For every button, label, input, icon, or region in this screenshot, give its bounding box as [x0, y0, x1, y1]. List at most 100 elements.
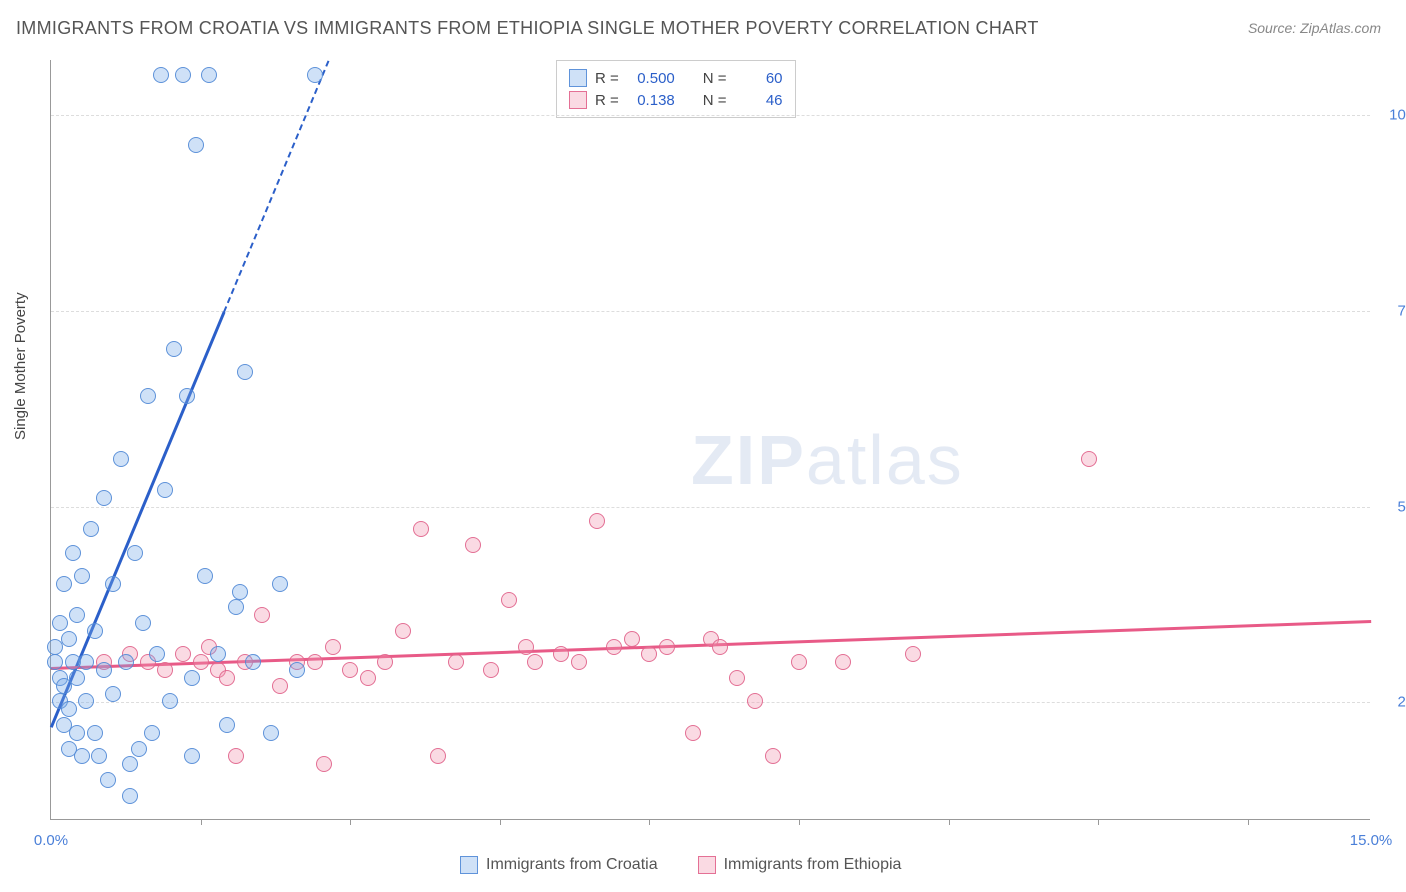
data-point-ethiopia [659, 639, 675, 655]
data-point-ethiopia [360, 670, 376, 686]
xtick [649, 819, 650, 825]
xtick [1248, 819, 1249, 825]
watermark-zip: ZIP [691, 421, 806, 499]
gridline-horizontal [51, 702, 1370, 703]
data-point-ethiopia [193, 654, 209, 670]
data-point-croatia [153, 67, 169, 83]
legend-item-ethiopia: Immigrants from Ethiopia [698, 856, 902, 874]
data-point-croatia [122, 788, 138, 804]
data-point-ethiopia [219, 670, 235, 686]
ytick-label: 25.0% [1380, 694, 1406, 711]
data-point-croatia [237, 364, 253, 380]
data-point-ethiopia [316, 756, 332, 772]
y-axis-label: Single Mother Poverty [12, 292, 29, 440]
data-point-croatia [56, 576, 72, 592]
ytick-label: 50.0% [1380, 498, 1406, 515]
gridline-horizontal [51, 115, 1370, 116]
data-point-ethiopia [272, 678, 288, 694]
data-point-croatia [245, 654, 261, 670]
data-point-croatia [118, 654, 134, 670]
data-point-croatia [201, 67, 217, 83]
legend-label-croatia: Immigrants from Croatia [486, 856, 658, 874]
data-point-croatia [83, 521, 99, 537]
data-point-ethiopia [571, 654, 587, 670]
data-point-ethiopia [483, 662, 499, 678]
legend-label-ethiopia: Immigrants from Ethiopia [724, 856, 902, 874]
data-point-ethiopia [712, 639, 728, 655]
n-label: N = [703, 92, 727, 109]
data-point-croatia [184, 748, 200, 764]
data-point-ethiopia [527, 654, 543, 670]
data-point-ethiopia [606, 639, 622, 655]
ytick-label: 100.0% [1380, 106, 1406, 123]
swatch-croatia [569, 69, 587, 87]
data-point-croatia [69, 725, 85, 741]
data-point-ethiopia [747, 693, 763, 709]
data-point-croatia [144, 725, 160, 741]
n-value-croatia: 60 [735, 70, 783, 87]
xtick [350, 819, 351, 825]
data-point-croatia [78, 693, 94, 709]
data-point-ethiopia [905, 646, 921, 662]
data-point-croatia [61, 701, 77, 717]
data-point-croatia [228, 599, 244, 615]
xtick-label-right: 15.0% [1350, 832, 1393, 849]
data-point-croatia [179, 388, 195, 404]
data-point-ethiopia [501, 592, 517, 608]
data-point-croatia [100, 772, 116, 788]
data-point-croatia [74, 568, 90, 584]
r-label: R = [595, 70, 619, 87]
r-value-ethiopia: 0.138 [627, 92, 675, 109]
data-point-croatia [91, 748, 107, 764]
data-point-croatia [69, 607, 85, 623]
data-point-croatia [272, 576, 288, 592]
data-point-ethiopia [325, 639, 341, 655]
xtick [201, 819, 202, 825]
xtick [1098, 819, 1099, 825]
data-point-ethiopia [413, 521, 429, 537]
data-point-croatia [69, 670, 85, 686]
data-point-ethiopia [765, 748, 781, 764]
data-point-croatia [61, 631, 77, 647]
data-point-croatia [162, 693, 178, 709]
data-point-ethiopia [175, 646, 191, 662]
swatch-ethiopia [569, 91, 587, 109]
data-point-ethiopia [254, 607, 270, 623]
data-point-croatia [210, 646, 226, 662]
data-point-croatia [47, 654, 63, 670]
data-point-croatia [289, 662, 305, 678]
data-point-croatia [157, 482, 173, 498]
data-point-ethiopia [430, 748, 446, 764]
gridline-horizontal [51, 311, 1370, 312]
n-value-ethiopia: 46 [735, 92, 783, 109]
data-point-croatia [188, 137, 204, 153]
stats-legend-box: R = 0.500 N = 60 R = 0.138 N = 46 [556, 60, 796, 118]
data-point-ethiopia [685, 725, 701, 741]
data-point-croatia [232, 584, 248, 600]
data-point-croatia [65, 545, 81, 561]
data-point-ethiopia [835, 654, 851, 670]
data-point-croatia [149, 646, 165, 662]
data-point-croatia [166, 341, 182, 357]
plot-area: ZIPatlas R = 0.500 N = 60 R = 0.138 N = … [50, 60, 1370, 820]
data-point-croatia [131, 741, 147, 757]
r-value-croatia: 0.500 [627, 70, 675, 87]
data-point-ethiopia [518, 639, 534, 655]
data-point-croatia [197, 568, 213, 584]
data-point-ethiopia [589, 513, 605, 529]
data-point-ethiopia [342, 662, 358, 678]
data-point-ethiopia [1081, 451, 1097, 467]
data-point-ethiopia [377, 654, 393, 670]
data-point-croatia [307, 67, 323, 83]
data-point-croatia [184, 670, 200, 686]
data-point-ethiopia [465, 537, 481, 553]
stats-row-ethiopia: R = 0.138 N = 46 [569, 89, 783, 111]
data-point-ethiopia [307, 654, 323, 670]
trendline-dashed [223, 61, 329, 312]
data-point-ethiopia [157, 662, 173, 678]
data-point-croatia [96, 490, 112, 506]
xtick [500, 819, 501, 825]
data-point-croatia [87, 725, 103, 741]
data-point-croatia [52, 615, 68, 631]
data-point-croatia [175, 67, 191, 83]
